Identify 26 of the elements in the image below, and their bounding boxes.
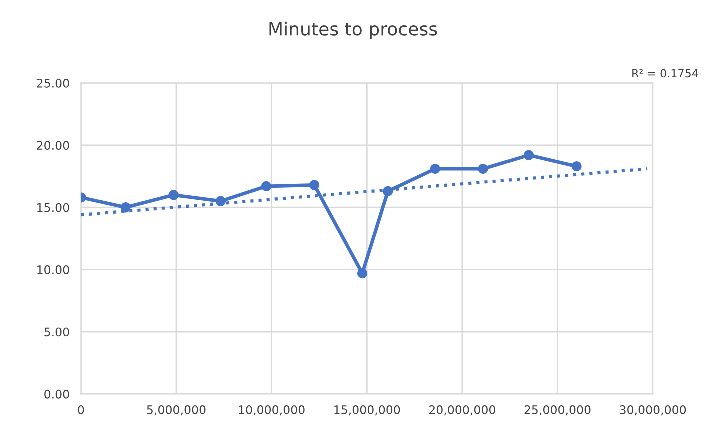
point	[430, 164, 440, 174]
point	[120, 202, 131, 213]
point	[572, 161, 582, 172]
point	[357, 268, 368, 279]
point	[168, 190, 179, 200]
point	[383, 186, 394, 197]
point	[309, 180, 320, 190]
x-tick-label: 20,000,000	[430, 406, 496, 416]
y-tick-label: 0.00	[44, 390, 70, 399]
y-tick-label: 25.00	[37, 78, 70, 88]
chart-title: Minutes to process	[270, 22, 438, 40]
text: R² = 0.1754	[632, 69, 698, 78]
point	[261, 181, 272, 192]
x-tick-label: 30,000,000	[620, 406, 686, 416]
y-tick-label: 20.00	[37, 141, 70, 150]
point	[478, 164, 488, 174]
x-tick-label: 25,000,000	[524, 406, 591, 416]
point	[524, 150, 534, 160]
y-tick-label: 10.00	[38, 266, 70, 274]
x-tick-label: 5,000,000	[147, 406, 206, 416]
y-tick-label: 15.00	[38, 203, 70, 212]
x-tick-label: 0	[78, 406, 84, 414]
y-tick-label: 5.00	[44, 328, 70, 337]
point	[216, 196, 226, 206]
x-tick-label: 15,000,000	[334, 406, 400, 416]
x-tick-label: 10,000,000	[239, 406, 305, 416]
